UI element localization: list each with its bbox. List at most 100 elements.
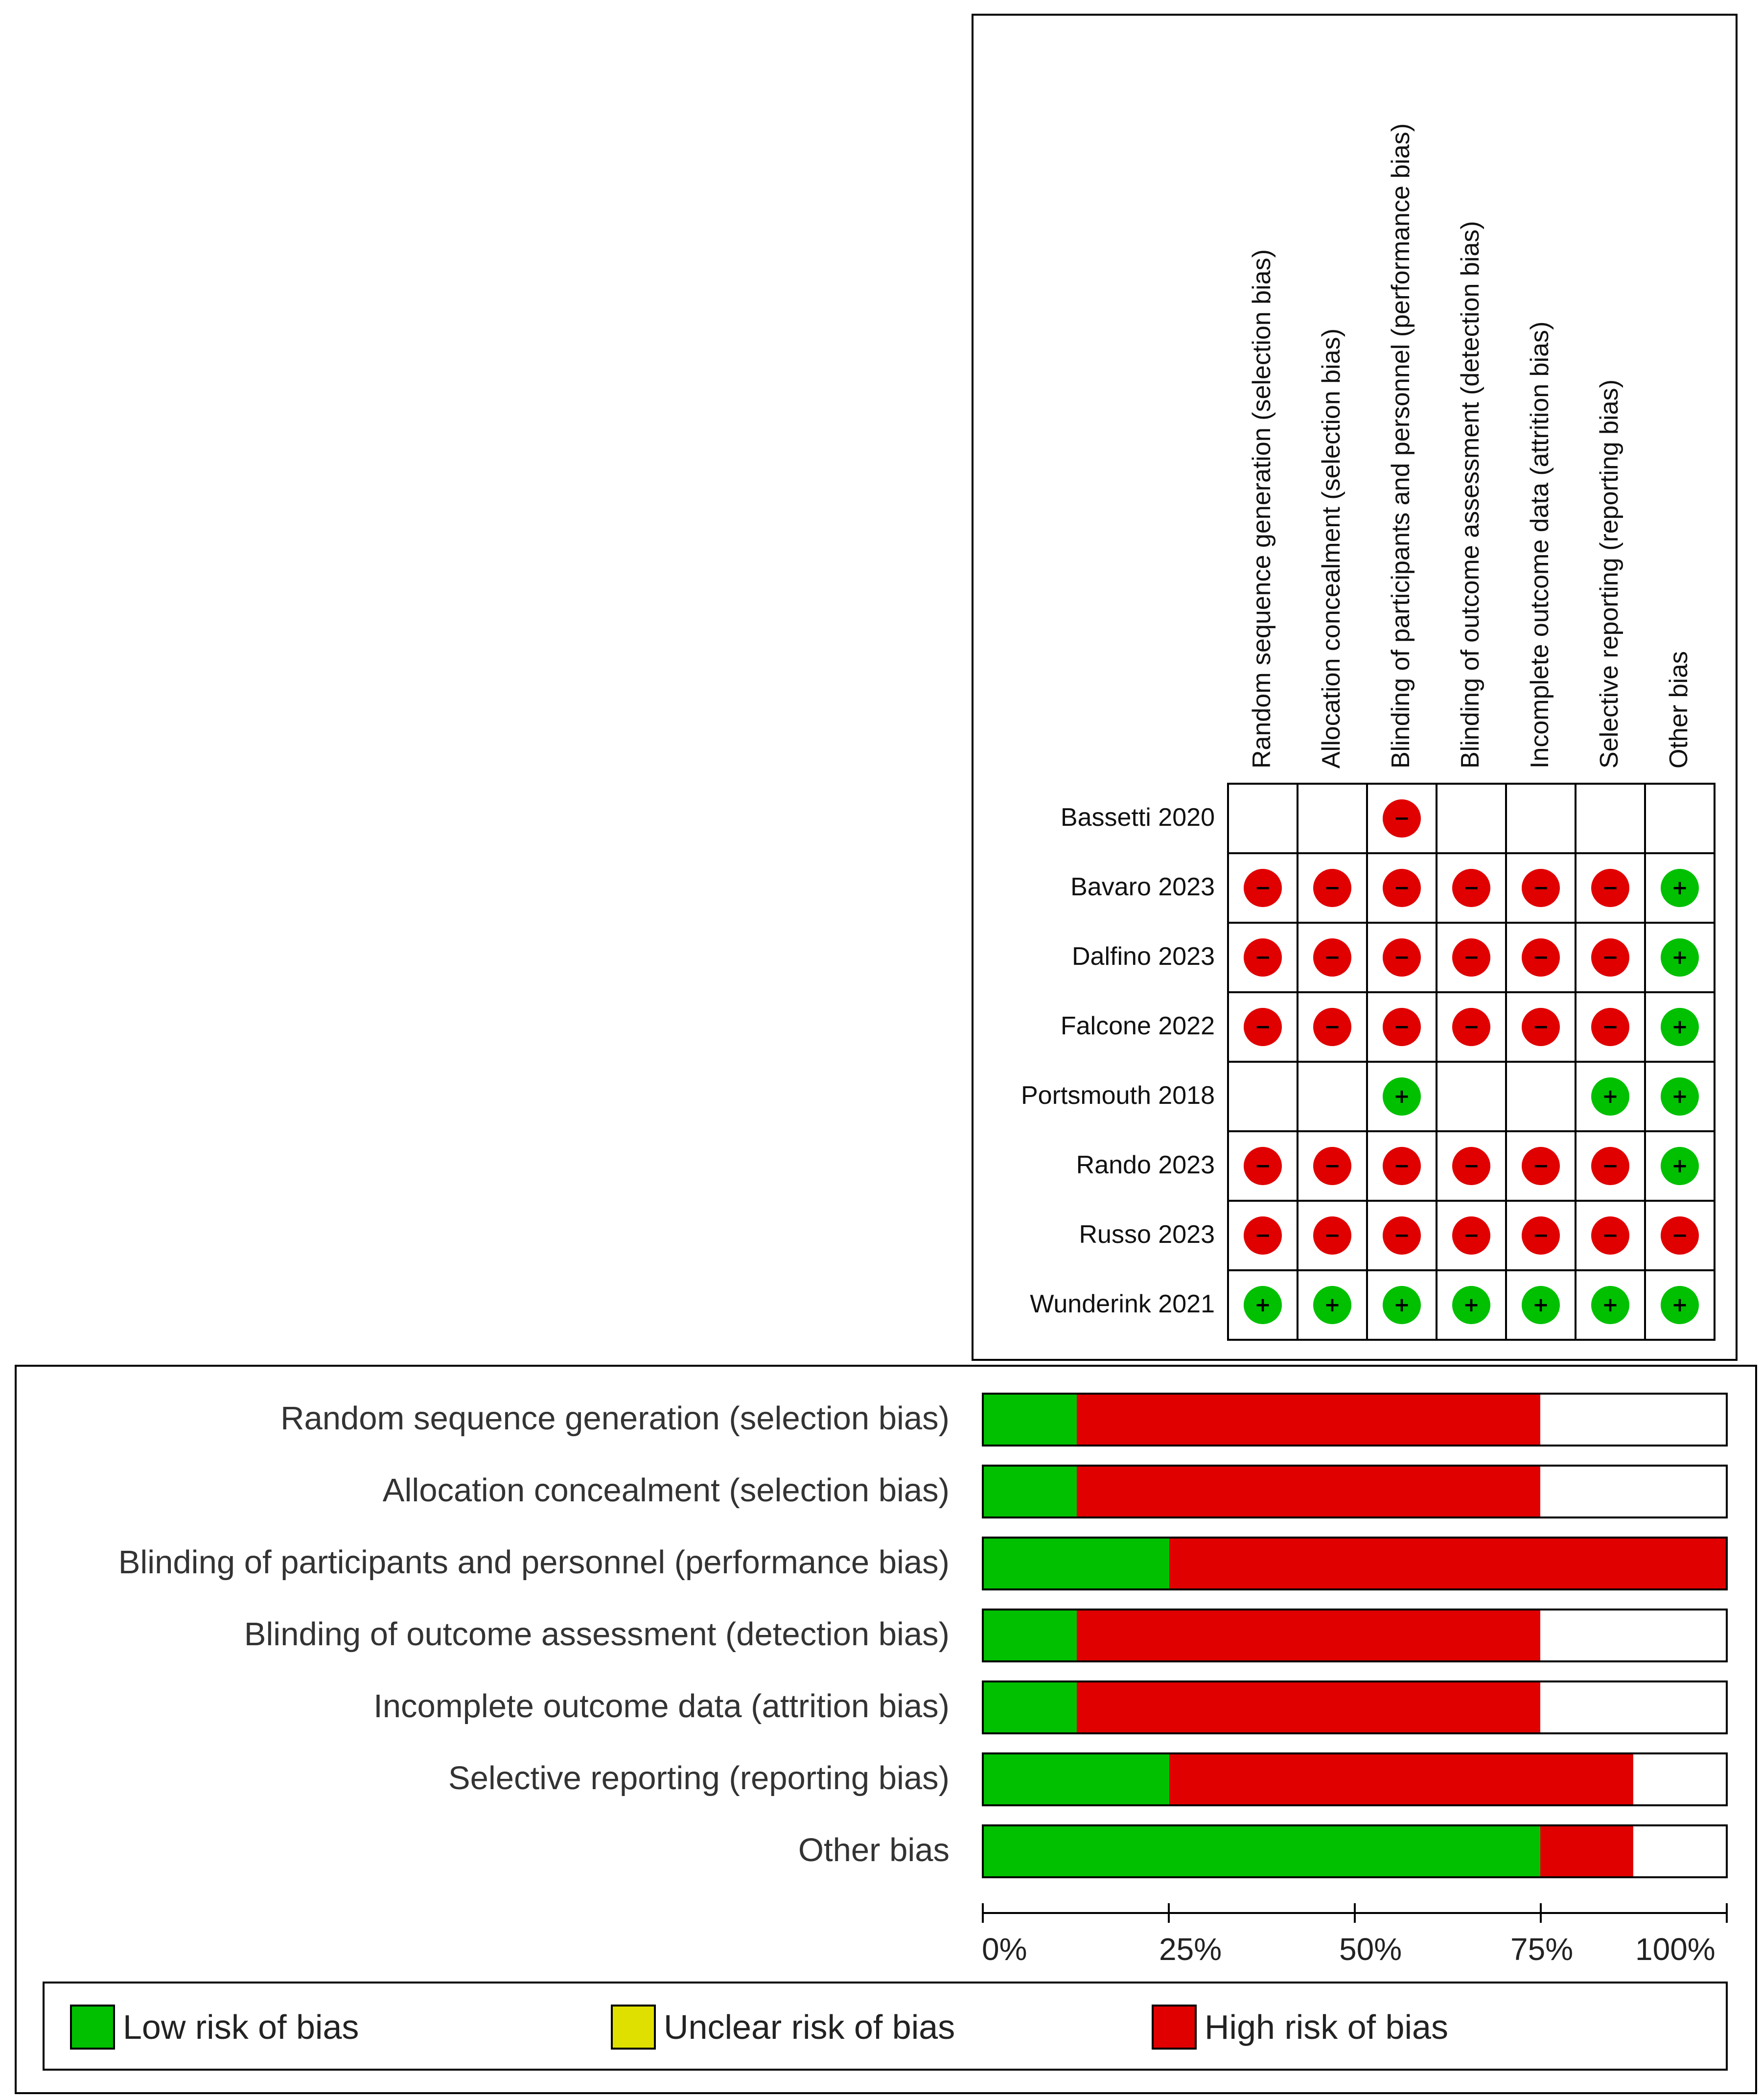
- grid-cell: −: [1505, 1130, 1577, 1202]
- high-risk-icon: −: [1313, 1216, 1351, 1255]
- legend-label-low: Low risk of bias: [123, 2008, 359, 2046]
- bar-segment: [984, 1467, 1077, 1517]
- high-risk-icon: −: [1313, 1008, 1351, 1046]
- bar-segment: [984, 1395, 1077, 1445]
- x-axis-tick-label: 0%: [982, 1932, 1027, 1967]
- grid-cell: −: [1366, 1200, 1437, 1271]
- low-risk-icon: +: [1522, 1286, 1560, 1324]
- summary-column-header: Random sequence generation (selection bi…: [1248, 249, 1276, 769]
- legend-swatch-unclear: [611, 2005, 656, 2050]
- grid-cell: −: [1227, 922, 1298, 993]
- high-risk-icon: −: [1522, 1147, 1560, 1185]
- x-axis-tick: [1540, 1903, 1542, 1923]
- domain-label: Selective reporting (reporting bias): [448, 1760, 950, 1797]
- x-axis-tick-label: 50%: [1339, 1932, 1402, 1967]
- grid-cell: [1297, 783, 1368, 854]
- study-label: Bassetti 2020: [1060, 803, 1215, 832]
- bar-segment: [984, 1682, 1077, 1732]
- grid-cell: −: [1575, 852, 1646, 924]
- bar-segment: [1540, 1826, 1633, 1876]
- grid-cell: +: [1366, 1269, 1437, 1341]
- bar-segment: [1169, 1539, 1726, 1588]
- grid-cell: +: [1505, 1269, 1577, 1341]
- bar-segment: [1169, 1754, 1633, 1804]
- grid-cell: −: [1575, 991, 1646, 1063]
- grid-cell: [1227, 1061, 1298, 1132]
- grid-cell: [1505, 783, 1577, 854]
- grid-cell: +: [1644, 852, 1716, 924]
- stacked-bar: [982, 1465, 1728, 1518]
- study-label: Falcone 2022: [1060, 1012, 1215, 1040]
- grid-cell: −: [1366, 852, 1437, 924]
- grid-cell: −: [1227, 1200, 1298, 1271]
- grid-cell: −: [1575, 1200, 1646, 1271]
- high-risk-icon: −: [1383, 938, 1421, 977]
- high-risk-icon: −: [1452, 1008, 1490, 1046]
- high-risk-icon: −: [1383, 1008, 1421, 1046]
- grid-cell: [1227, 783, 1298, 854]
- grid-cell: −: [1227, 991, 1298, 1063]
- grid-cell: −: [1575, 922, 1646, 993]
- low-risk-icon: +: [1383, 1286, 1421, 1324]
- legend: Low risk of bias Unclear risk of bias Hi…: [43, 1982, 1728, 2071]
- grid-cell: +: [1644, 922, 1716, 993]
- high-risk-icon: −: [1383, 1216, 1421, 1255]
- summary-column-header: Other bias: [1665, 651, 1693, 769]
- grid-row: − − − − − − +: [1227, 852, 1716, 924]
- grid-cell: −: [1575, 1130, 1646, 1202]
- domain-label: Blinding of participants and personnel (…: [118, 1544, 950, 1581]
- high-risk-icon: −: [1452, 869, 1490, 907]
- grid-cell: [1644, 783, 1716, 854]
- stacked-bar: [982, 1393, 1728, 1447]
- stacked-bar: [982, 1752, 1728, 1806]
- summary-column-header: Blinding of outcome assessment (detectio…: [1456, 221, 1484, 769]
- grid-cell: [1575, 783, 1646, 854]
- x-axis-tick: [1168, 1903, 1170, 1923]
- high-risk-icon: −: [1383, 799, 1421, 838]
- high-risk-icon: −: [1591, 1216, 1629, 1255]
- grid-row: −: [1227, 783, 1716, 854]
- high-risk-icon: −: [1313, 869, 1351, 907]
- grid-row: + + +: [1227, 1061, 1716, 1132]
- grid-row: − − − − − − +: [1227, 922, 1716, 993]
- grid-cell: +: [1436, 1269, 1507, 1341]
- high-risk-icon: −: [1452, 1147, 1490, 1185]
- stacked-bar: [982, 1609, 1728, 1662]
- grid-cell: −: [1436, 922, 1507, 993]
- low-risk-icon: +: [1661, 1077, 1699, 1116]
- grid-cell: −: [1505, 922, 1577, 993]
- grid-cell: [1436, 1061, 1507, 1132]
- grid-cell: −: [1297, 922, 1368, 993]
- study-label: Bavaro 2023: [1070, 873, 1215, 901]
- grid-cell: +: [1644, 991, 1716, 1063]
- legend-swatch-high: [1152, 2005, 1197, 2050]
- low-risk-icon: +: [1383, 1077, 1421, 1116]
- high-risk-icon: −: [1522, 869, 1560, 907]
- grid-row: − − − − − − +: [1227, 991, 1716, 1063]
- domain-label: Allocation concealment (selection bias): [382, 1472, 950, 1509]
- study-label: Russo 2023: [1079, 1220, 1215, 1249]
- grid-cell: −: [1436, 852, 1507, 924]
- grid-cell: −: [1505, 991, 1577, 1063]
- legend-swatch-low: [70, 2005, 115, 2050]
- domain-label: Blinding of outcome assessment (detectio…: [244, 1616, 950, 1653]
- low-risk-icon: +: [1244, 1286, 1282, 1324]
- legend-item-low: Low risk of bias: [70, 2005, 359, 2050]
- high-risk-icon: −: [1522, 1216, 1560, 1255]
- stacked-bar: [982, 1680, 1728, 1734]
- bar-segment: [984, 1754, 1169, 1804]
- bar-segment: [1076, 1610, 1540, 1660]
- traffic-light-grid: − − − − − − − + − − − − − − + − − − − − − + + + + − − − − − − + − − − − − − − +…: [1227, 783, 1716, 1341]
- low-risk-icon: +: [1661, 1286, 1699, 1324]
- bar-segment: [1076, 1467, 1540, 1517]
- low-risk-icon: +: [1313, 1286, 1351, 1324]
- grid-cell: −: [1297, 1200, 1368, 1271]
- grid-cell: +: [1644, 1061, 1716, 1132]
- grid-cell: [1505, 1061, 1577, 1132]
- high-risk-icon: −: [1244, 869, 1282, 907]
- legend-label-unclear: Unclear risk of bias: [664, 2008, 955, 2046]
- x-axis-tick: [982, 1903, 984, 1923]
- grid-cell: +: [1297, 1269, 1368, 1341]
- high-risk-icon: −: [1661, 1216, 1699, 1255]
- high-risk-icon: −: [1591, 869, 1629, 907]
